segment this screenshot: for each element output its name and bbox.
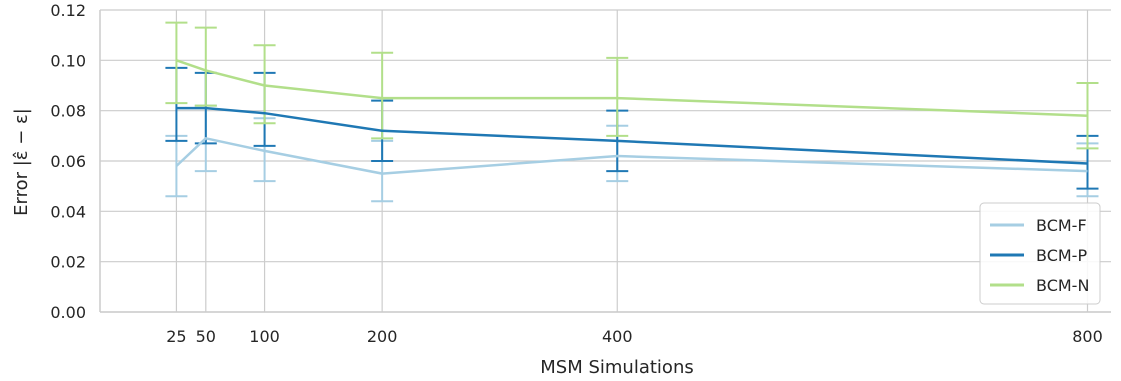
x-tick-label: 400 — [602, 327, 633, 346]
y-axis-title: Error |ε̂ − ε| — [11, 108, 32, 216]
x-tick-label: 200 — [367, 327, 398, 346]
series-lines — [175, 59, 1088, 175]
x-tick-label: 25 — [166, 327, 186, 346]
legend-label: BCM-N — [1036, 276, 1089, 295]
series-line-bcm-p — [176, 106, 1088, 165]
y-tick-label: 0.04 — [50, 202, 86, 221]
x-tick-label: 50 — [196, 327, 216, 346]
axis-spines — [99, 10, 1111, 313]
grid — [100, 9, 1111, 313]
series-line-bcm-n — [175, 59, 1088, 117]
y-tick-label: 0.12 — [50, 1, 86, 20]
legend-box — [979, 202, 1101, 305]
legend-label: BCM-F — [1036, 216, 1087, 235]
y-tick-labels: 0.00 0.02 0.04 0.06 0.08 0.10 0.12 — [50, 1, 86, 322]
y-tick-label: 0.06 — [50, 152, 86, 171]
x-tick-labels: 25 50 100 200 400 800 — [166, 327, 1103, 346]
y-tick-label: 0.10 — [50, 51, 86, 70]
series-line-bcm-f — [175, 137, 1088, 175]
legend-label: BCM-P — [1036, 246, 1087, 265]
y-tick-label: 0.08 — [50, 102, 86, 121]
x-axis-title: MSM Simulations — [540, 357, 693, 378]
x-tick-label: 100 — [249, 327, 280, 346]
legend: BCM-F BCM-P BCM-N — [979, 202, 1101, 305]
x-tick-label: 800 — [1072, 327, 1103, 346]
y-tick-label: 0.02 — [50, 253, 86, 272]
y-tick-label: 0.00 — [50, 303, 86, 322]
